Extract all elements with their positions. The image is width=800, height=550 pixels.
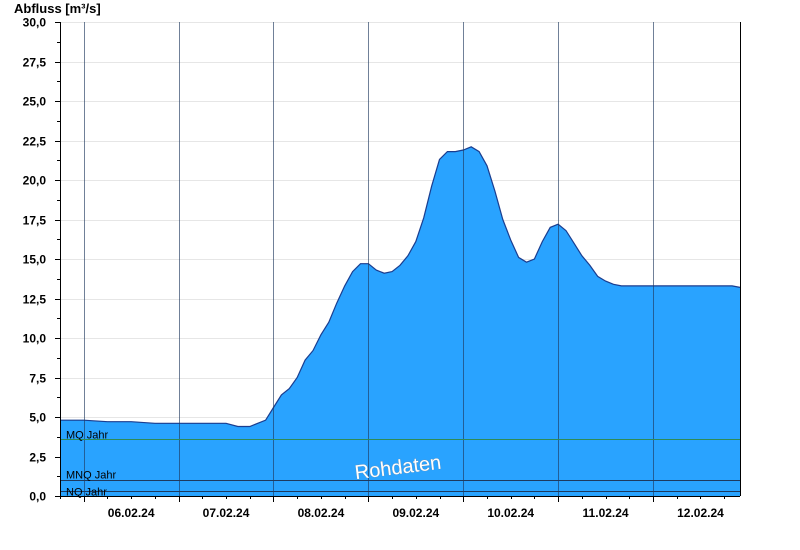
y-axis-title: Abfluss [m³/s]: [14, 1, 101, 16]
y-tick-label: 27,5: [23, 56, 47, 70]
series-area: [60, 146, 741, 497]
series-line: [60, 146, 741, 428]
reference-label: MNQ Jahr: [66, 470, 116, 482]
y-tick-label: 22,5: [23, 135, 47, 149]
x-tick-label: 07.02.24: [203, 506, 250, 520]
y-tick-label: 30,0: [23, 16, 47, 30]
y-tick-label: 12,5: [23, 293, 47, 307]
x-tick-label: 08.02.24: [298, 506, 345, 520]
y-tick-label: 15,0: [23, 253, 47, 267]
y-tick-label: 25,0: [23, 95, 47, 109]
y-tick-label: 0,0: [29, 490, 46, 504]
y-tick-label: 20,0: [23, 174, 47, 188]
y-tick-label: 7,5: [29, 372, 46, 386]
x-tick-label: 09.02.24: [392, 506, 439, 520]
reference-label: NQ Jahr: [66, 487, 107, 499]
y-ticks: 0,0 2,5 5,0 7,5 10,0 12,5 15,0 17,5 20,0 22,5 25,0…: [23, 16, 60, 504]
reference-label: MQ Jahr: [66, 430, 109, 442]
reference-lines: MQ Jahr MNQ Jahr NQ Jahr: [60, 430, 740, 499]
y-tick-label: 5,0: [29, 411, 46, 425]
series-fill: [60, 146, 740, 497]
y-tick-label: 17,5: [23, 214, 47, 228]
x-tick-label: 12.02.24: [677, 506, 724, 520]
axes: [60, 22, 741, 497]
y-tick-label: 2,5: [29, 451, 46, 465]
day-gridlines: [84, 22, 654, 496]
x-tick-label: 11.02.24: [583, 506, 629, 520]
x-tick-label: 06.02.24: [108, 506, 155, 520]
x-ticks: 06.02.24 07.02.24 08.02.24 09.02.24 10.02.24…: [60, 496, 725, 520]
x-tick-label: 10.02.24: [487, 506, 534, 520]
y-tick-label: 10,0: [23, 332, 47, 346]
